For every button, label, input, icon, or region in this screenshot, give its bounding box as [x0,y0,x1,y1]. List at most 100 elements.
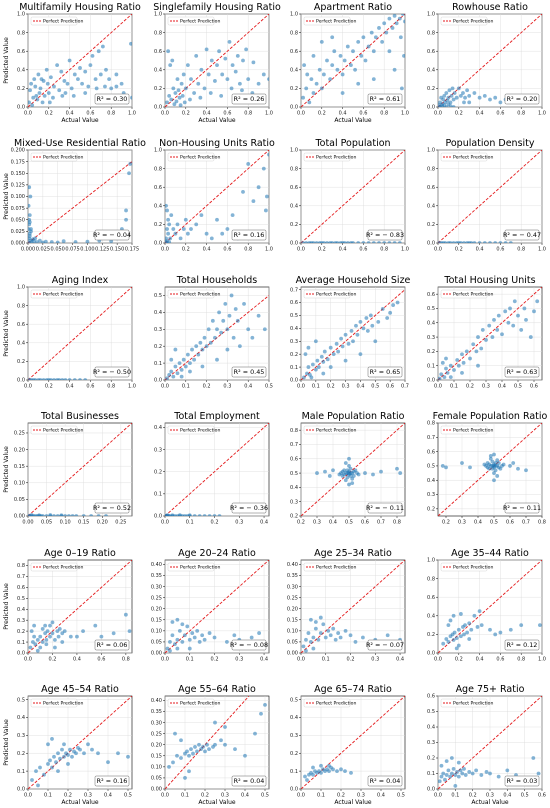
data-point [331,352,336,357]
data-point [488,627,492,632]
data-point [185,624,190,629]
y-tick-label: 0.4 [154,204,162,210]
x-tick-label: 0.3 [482,384,490,390]
data-layer [165,560,269,653]
legend: Perfect Prediction [167,698,220,708]
data-point [85,239,90,243]
perfect-prediction-line [438,287,542,380]
x-tick-label: 0.1 [451,793,459,799]
data-point [524,318,528,322]
y-tick-label: 0.20 [14,447,25,453]
x-tick-label: 0.8 [517,247,525,253]
data-point [169,357,174,362]
data-point [376,319,381,324]
data-point [66,762,70,766]
data-point [385,316,390,320]
data-point [444,773,449,777]
panel-title: Average Household Size [296,275,411,286]
r2-value: R² = − 0.11 [503,504,541,512]
data-point [482,462,487,467]
data-point [240,88,244,93]
data-point [35,97,40,102]
x-tick-label: 0.0 [434,384,442,390]
legend: Perfect Prediction [303,16,356,26]
panel-title: Age 25–34 Ratio [314,548,392,559]
perfect-prediction-line [28,560,132,653]
x-tick-label: 0.000 [21,247,35,253]
legend-label: Perfect Prediction [316,155,356,161]
x-tick-label: 0.0 [434,111,442,117]
r2-value: R² = 0.63 [507,368,538,376]
data-point [506,320,511,325]
data-point [496,774,501,779]
data-point [476,363,480,368]
data-point [30,640,35,644]
data-point [347,464,351,468]
legend-label: Perfect Prediction [180,565,220,571]
r2-box [94,229,130,241]
scatter-panel: 0.0 0.2 0.4 0.6 0.8 1.0 0.0 0.2 0.4 0.6 0.8 1.0 Perf… [154,138,275,253]
panel-title: Age 55–64 Ratio [178,684,256,695]
data-point [485,465,490,470]
y-tick-label: 0.2 [17,629,25,635]
data-point [251,60,256,65]
data-point [57,88,62,93]
data-point [181,72,186,77]
data-point [212,514,217,516]
data-point [505,768,510,773]
y-tick-label: 0.25 [287,595,298,601]
data-point [524,468,528,473]
data-point [36,783,40,788]
x-tick-label: 0.6 [86,111,94,117]
panel-title: Non-Housing Units Ratio [159,138,275,149]
data-point [35,637,40,642]
data-point [179,81,184,86]
y-tick-label: 0.5 [427,306,435,312]
data-point [52,514,56,516]
scatter-panel: 0.0 0.2 0.4 0.6 0.8 1.0 0.0 0.2 0.4 0.6 0.8 1.0 Perf… [427,548,546,663]
data-point [43,631,48,636]
y-axis-label: Predicted Value [3,37,10,84]
y-tick-label: 1.0 [154,12,162,18]
y-tick-label: 0.8 [17,30,25,36]
data-point [441,771,446,776]
scatter-panel: 0.0 0.2 0.4 0.6 0.8 1.0 0.0 0.2 0.4 0.6 0.8 1.0 Perf… [290,2,409,124]
panel-title: Total Households [176,275,257,286]
perfect-prediction-line [28,423,132,516]
data-point [165,208,169,213]
data-point [74,514,79,516]
data-point [467,621,472,626]
r2-value: R² = − 0.52 [93,504,131,512]
data-point [306,631,311,635]
x-axis-label: Actual Value [198,117,235,124]
data-point [342,58,347,63]
legend-label: Perfect Prediction [453,19,493,25]
x-tick-label: 0.2 [211,657,219,663]
r2-box [231,639,267,651]
data-point [348,471,353,475]
x-tick-label: 0.6 [361,520,369,526]
y-tick-label: 0.6 [154,49,162,55]
x-tick-label: 0.0 [161,657,169,663]
data-point [382,241,387,243]
data-point [319,771,323,775]
x-tick-label: 0.2 [297,520,305,526]
data-point [316,365,321,369]
data-layer [438,696,542,789]
data-point [441,97,446,102]
data-layer [438,423,542,516]
data-point [495,458,500,463]
data-point [173,642,177,647]
data-layer [301,289,405,380]
data-point [213,742,217,747]
data-point [45,81,50,86]
y-tick-label: 0.4 [154,425,162,431]
r2-annotation: R² = 0.03 [504,775,540,787]
r2-annotation: R² = 0.61 [367,93,403,105]
data-point [29,513,34,516]
data-point [28,234,32,238]
y-tick-label: 0.125 [11,183,25,189]
y-tick-label: 0.4 [427,614,435,620]
data-point [111,631,116,636]
r2-annotation: R² = 0.20 [504,93,540,105]
